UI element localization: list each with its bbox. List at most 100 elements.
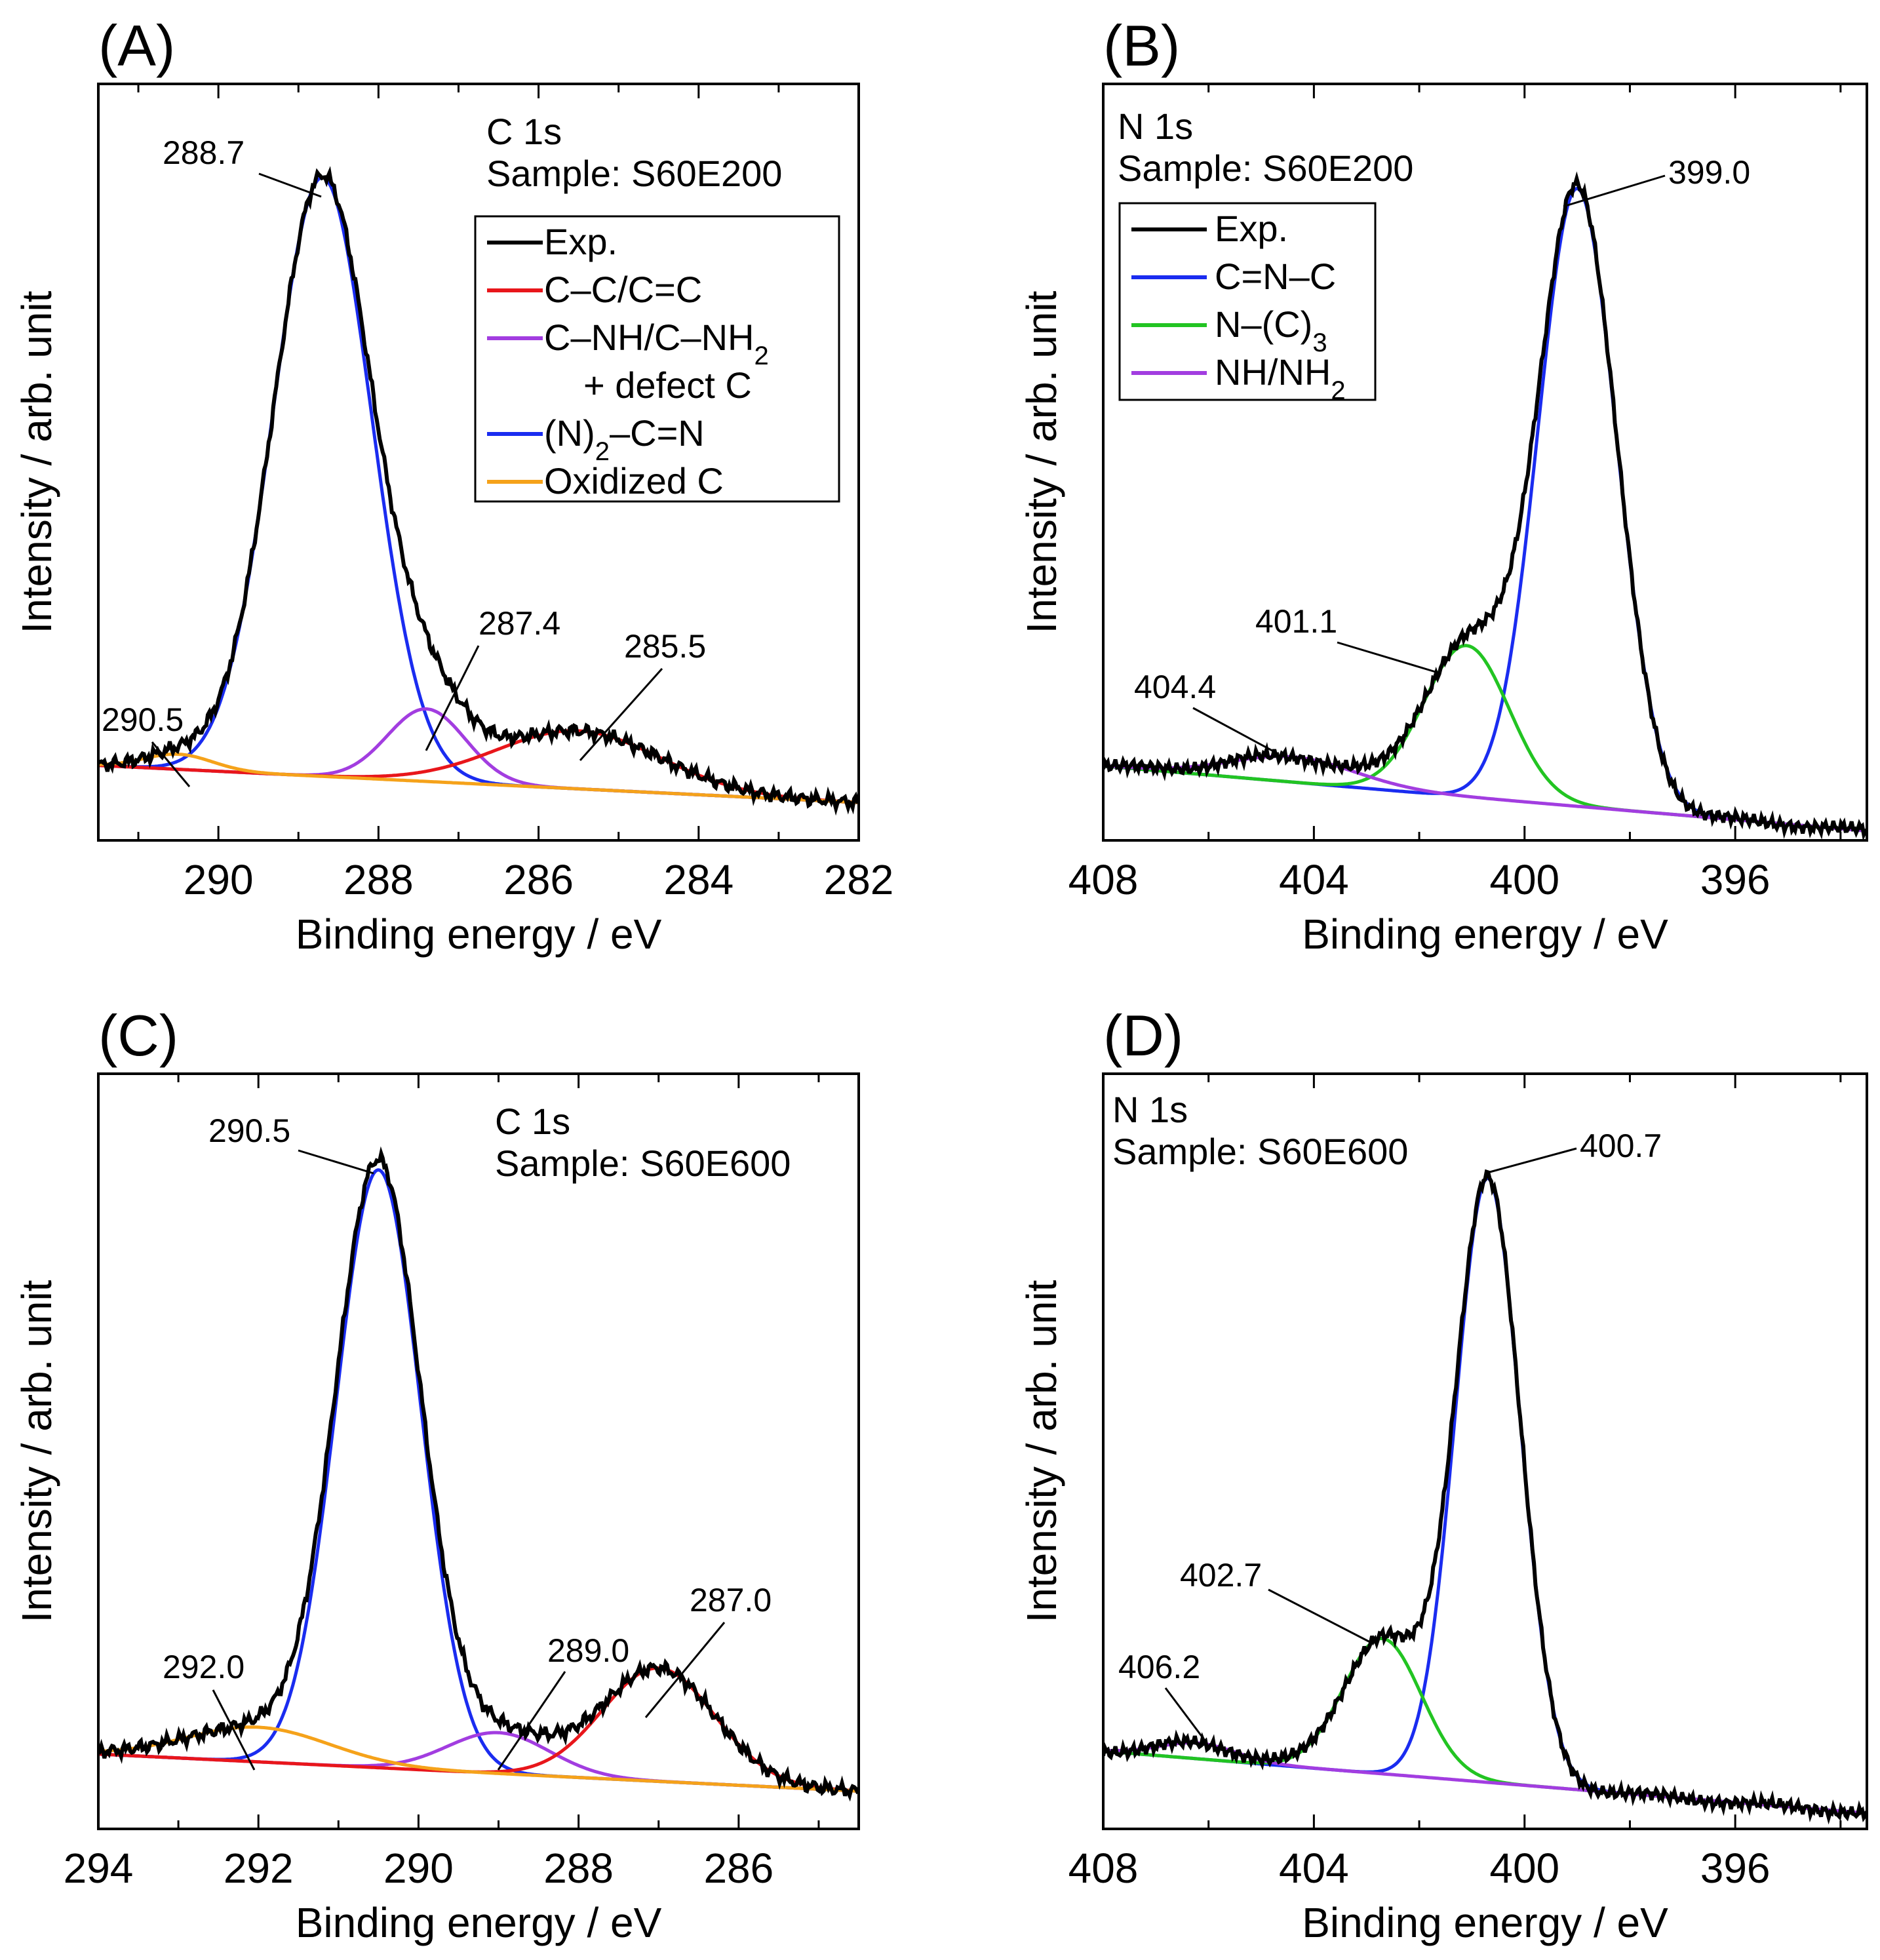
x-axis: 408 404 400 396	[1068, 84, 1842, 903]
legend-label: Exp.	[544, 221, 617, 262]
peak-label: 289.0	[547, 1632, 629, 1669]
x-tick-label: 286	[503, 856, 574, 903]
x-tick-label: 286	[703, 1845, 774, 1892]
peak-annotation: 290.5	[102, 701, 191, 787]
x-axis: 290 288 286 284 282	[137, 84, 894, 903]
component-curve-0	[1103, 1176, 1867, 1815]
plot-frame	[1102, 83, 1868, 842]
plot-area	[98, 166, 859, 816]
plot-area	[1103, 171, 1867, 840]
component-curve-1	[98, 1731, 859, 1793]
leader-line	[298, 1149, 374, 1175]
peak-label: 400.7	[1580, 1127, 1662, 1164]
leader-line	[258, 172, 322, 198]
legend-label-main: NH/NH	[1215, 351, 1331, 393]
peak-annotation: 290.5	[208, 1112, 374, 1175]
x-tick-label: 292	[224, 1845, 294, 1892]
legend-label-sub: 2	[595, 437, 610, 466]
leader-line	[425, 645, 480, 751]
panel-1: (B) 408 404 400 396 Binding energy / eV Intens…	[1018, 13, 1868, 958]
x-tick-label: 290	[383, 1845, 454, 1892]
legend: Exp.C–C/C=CC–NH/C–NH2+ defect C(N)2–C=NO…	[474, 215, 840, 503]
legend-label-main: (N)	[544, 412, 595, 454]
legend-label-main: Exp.	[544, 221, 617, 262]
x-tick-label: 282	[824, 856, 894, 903]
leader-line	[497, 1671, 566, 1771]
x-axis: 294 292 290 288 286	[64, 1074, 820, 1892]
x-tick-label: 396	[1700, 1845, 1771, 1892]
x-tick-label: 294	[64, 1845, 134, 1892]
legend-label-sub: 2	[1331, 376, 1345, 405]
leader-line	[644, 1622, 726, 1718]
leader-line	[1563, 174, 1666, 208]
x-tick-label: 400	[1489, 1845, 1559, 1892]
x-axis-title: Binding energy / eV	[296, 911, 662, 958]
legend-label-main: C=N–C	[1215, 256, 1336, 297]
plot-frame	[97, 1072, 860, 1830]
legend-label: C–NH/C–NH2	[544, 317, 769, 370]
x-axis-title: Binding energy / eV	[1302, 911, 1668, 958]
x-tick-label: 404	[1279, 856, 1349, 903]
legend-label-main: Oxidized C	[544, 460, 724, 501]
y-axis-title: Intensity / arb. unit	[13, 290, 60, 633]
peak-label: 404.4	[1134, 669, 1216, 705]
leader-line	[1484, 1147, 1577, 1175]
leader-line	[1192, 707, 1279, 755]
info-line: C 1s	[495, 1101, 570, 1142]
legend-label: C–C/C=C	[544, 269, 702, 310]
peak-annotation: 285.5	[579, 628, 706, 761]
x-axis-title: Binding energy / eV	[296, 1899, 662, 1946]
x-tick-label: 396	[1700, 856, 1771, 903]
info-line: Sample: S60E200	[486, 153, 782, 194]
peak-label: 287.0	[690, 1582, 772, 1618]
peak-annotation: 288.7	[163, 134, 322, 198]
panel-letter: (A)	[98, 13, 175, 78]
peak-annotation: 401.1	[1255, 603, 1436, 673]
plot-frame	[97, 83, 860, 842]
legend-label: Exp.	[1215, 208, 1288, 249]
panel-letter: (D)	[1103, 1003, 1183, 1068]
legend-label-main: C–C/C=C	[544, 269, 702, 310]
x-tick-label: 404	[1279, 1845, 1349, 1892]
peak-annotation: 399.0	[1563, 154, 1750, 208]
panel-letter: (C)	[98, 1003, 178, 1068]
exp-curve	[98, 1146, 859, 1802]
peak-annotation: 287.4	[425, 605, 560, 751]
leader-line	[151, 741, 191, 787]
peak-annotation: 402.7	[1180, 1557, 1371, 1643]
legend-label: NH/NH2	[1215, 351, 1346, 405]
peak-label: 292.0	[163, 1649, 245, 1685]
legend-label-tail: –C=N	[610, 412, 705, 454]
y-axis-title: Intensity / arb. unit	[1018, 290, 1065, 633]
legend-label: + defect C	[583, 364, 752, 406]
legend-box	[1118, 202, 1377, 401]
info-line: Sample: S60E600	[1112, 1131, 1408, 1172]
leader-line	[1164, 1687, 1206, 1741]
peak-label: 285.5	[624, 628, 706, 665]
legend: Exp. C=N–C N–(C)3NH/NH2	[1118, 202, 1377, 405]
peak-label: 399.0	[1668, 154, 1750, 191]
leader-line	[1337, 641, 1436, 673]
legend-label: Oxidized C	[544, 460, 724, 501]
info-line: N 1s	[1118, 106, 1193, 147]
info-line: N 1s	[1112, 1089, 1188, 1130]
peak-label: 290.5	[208, 1112, 290, 1149]
x-tick-label: 290	[184, 856, 254, 903]
legend-label-sub: 2	[754, 342, 769, 370]
y-axis-title: Intensity / arb. unit	[13, 1280, 60, 1622]
x-axis: 408 404 400 396	[1068, 1074, 1842, 1892]
leader-line	[212, 1689, 256, 1771]
leader-line	[579, 668, 663, 761]
exp-curve	[98, 166, 859, 816]
x-tick-label: 400	[1489, 856, 1559, 903]
legend-label-main: C–NH/C–NH	[544, 317, 754, 358]
legend-label: N–(C)3	[1215, 304, 1327, 357]
legend-label-main: N–(C)	[1215, 304, 1312, 345]
peak-label: 290.5	[102, 701, 184, 738]
panel-3: (D) 408 404 400 396 Binding energy / eV Intens…	[1018, 1003, 1868, 1946]
info-line: Sample: S60E200	[1118, 147, 1413, 189]
x-tick-label: 288	[343, 856, 414, 903]
x-tick-label: 408	[1068, 856, 1139, 903]
peak-annotation: 292.0	[163, 1649, 256, 1771]
